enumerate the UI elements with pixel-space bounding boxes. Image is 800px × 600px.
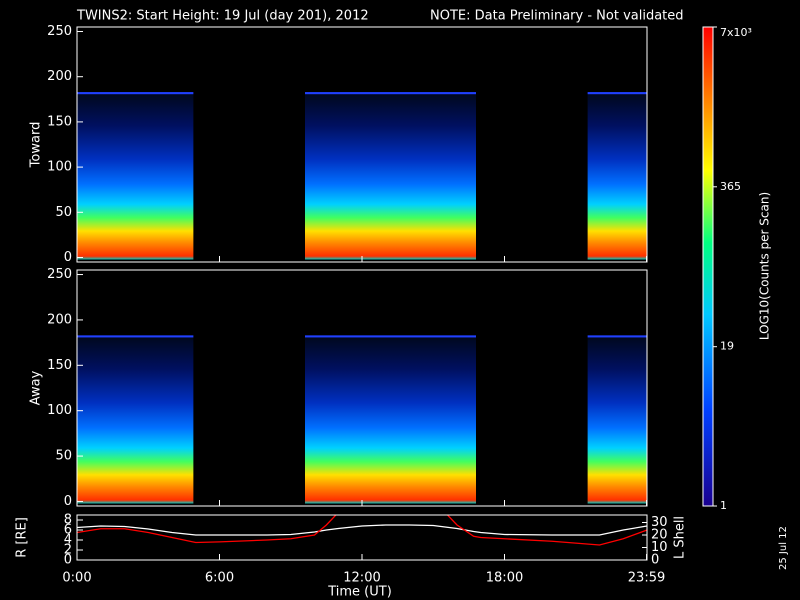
spectrogram-block: [587, 335, 647, 504]
y-tick-label: 100: [47, 403, 72, 418]
spectrogram-block: [77, 92, 194, 260]
spectrogram-block: [77, 335, 194, 504]
y-tick-label: 4: [64, 533, 72, 548]
spectrogram-block: [587, 92, 647, 260]
colorbar-tick-label: 19: [720, 340, 734, 353]
note: NOTE: Data Preliminary - Not validated: [430, 9, 684, 24]
y-axis-label: R [RE]: [15, 517, 30, 558]
colorbar-label: LOG10(Counts per Scan): [758, 192, 772, 340]
x-tick-label: 23:59: [628, 571, 665, 586]
y-tick-label: 0: [64, 494, 72, 509]
colorbar-tick-label: 7x10³: [720, 26, 752, 39]
spectrogram-block: [305, 335, 476, 504]
y-tick-label: 0: [64, 250, 72, 265]
y-tick-label: 50: [55, 205, 72, 220]
x-tick-label: 18:00: [486, 571, 523, 586]
y2-tick-label: 30: [651, 515, 668, 530]
y-tick-label: 250: [47, 267, 72, 282]
y-tick-label: 150: [47, 114, 72, 129]
colorbar-tick-label: 1: [720, 499, 727, 512]
colorbar: [702, 26, 714, 507]
colorbar-tick-label: 365: [720, 180, 741, 193]
y2-axis-label: L Shell: [673, 516, 688, 559]
y-tick-label: 150: [47, 358, 72, 373]
y-tick-label: 200: [47, 69, 72, 84]
y-tick-label: 0: [64, 553, 72, 568]
y-tick-label: 200: [47, 312, 72, 327]
line-series: [77, 515, 647, 546]
y-axis-label: Away: [29, 370, 44, 405]
y2-tick-label: 0: [651, 553, 659, 568]
y-tick-label: 50: [55, 449, 72, 464]
chart-title: TWINS2: Start Height: 19 Jul (day 201), …: [76, 9, 369, 24]
y-tick-label: 2: [64, 543, 72, 558]
line-series: [77, 524, 647, 536]
y-tick-label: 100: [47, 160, 72, 175]
x-axis-label: Time (UT): [327, 585, 392, 600]
plot-frame: [76, 514, 648, 561]
y-axis-label: Toward: [29, 122, 44, 169]
spectrogram-block: [305, 92, 476, 260]
date-stamp: 25 Jul 12: [778, 526, 789, 570]
x-tick-label: 12:00: [343, 571, 380, 586]
y2-tick-label: 10: [651, 540, 668, 555]
y2-tick-label: 20: [651, 528, 668, 543]
x-tick-label: 0:00: [62, 571, 91, 586]
y-tick-label: 8: [64, 513, 72, 528]
y-tick-label: 250: [47, 24, 72, 39]
y-tick-label: 6: [64, 523, 72, 538]
x-tick-label: 6:00: [205, 571, 234, 586]
